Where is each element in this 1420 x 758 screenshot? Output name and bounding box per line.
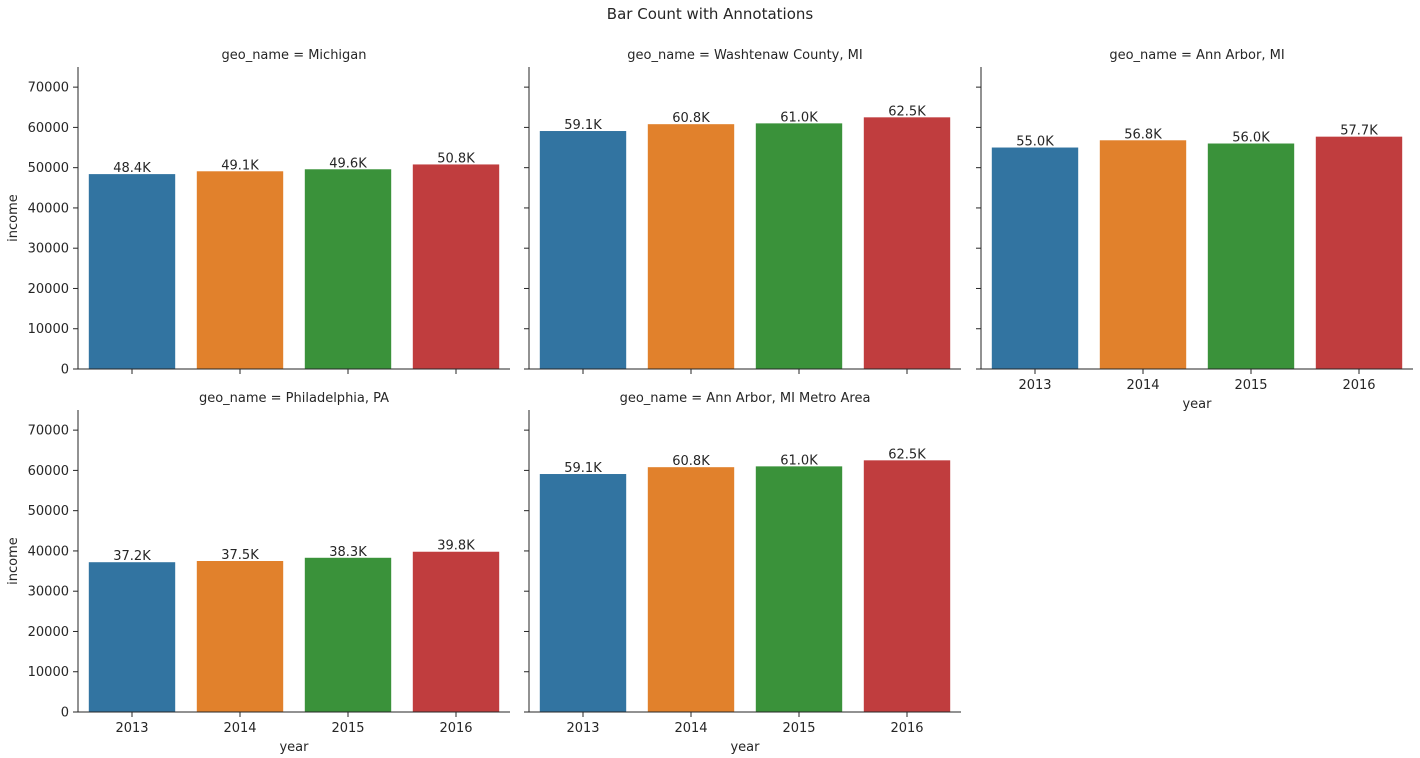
facet-title: geo_name = Ann Arbor, MI Metro Area — [620, 391, 871, 406]
x-tick-label: 2016 — [1342, 378, 1375, 393]
bar-value-label: 48.4K — [113, 161, 151, 176]
bar — [863, 117, 951, 369]
x-axis-label: year — [1182, 397, 1212, 412]
x-tick-label: 2015 — [782, 721, 815, 736]
bar-value-label: 57.7K — [1340, 124, 1378, 139]
bar-value-label: 37.5K — [221, 548, 259, 563]
facet-title: geo_name = Ann Arbor, MI — [1109, 48, 1284, 63]
x-tick-label: 2013 — [1018, 378, 1051, 393]
x-tick-label: 2015 — [331, 721, 364, 736]
bar — [196, 171, 284, 369]
facet-title: geo_name = Michigan — [221, 48, 366, 63]
bar — [755, 466, 843, 712]
x-tick-label: 2014 — [223, 721, 256, 736]
bar — [412, 551, 500, 712]
facet-panel: geo_name = Philadelphia, PA 37.2K 37.5K 38.… — [6, 391, 510, 755]
facet-title: geo_name = Philadelphia, PA — [199, 391, 389, 406]
bar — [412, 164, 500, 369]
figure-title: Bar Count with Annotations — [607, 5, 814, 23]
bar-value-label: 49.6K — [329, 156, 367, 171]
x-tick-label: 2016 — [890, 721, 923, 736]
x-tick-label: 2016 — [439, 721, 472, 736]
bar — [304, 557, 392, 712]
bar — [539, 131, 627, 369]
bar-value-label: 50.8K — [437, 151, 475, 166]
y-tick-label: 0 — [61, 363, 69, 378]
x-axis-label: year — [279, 740, 309, 755]
y-tick-label: 40000 — [28, 201, 69, 216]
bar-value-label: 59.1K — [564, 118, 602, 133]
y-tick-label: 20000 — [28, 625, 69, 640]
facet-panel: geo_name = Ann Arbor, MI Metro Area 59.1K… — [524, 391, 961, 755]
bar — [863, 460, 951, 712]
bar — [88, 174, 176, 369]
y-tick-label: 10000 — [28, 322, 69, 337]
x-tick-label: 2013 — [115, 721, 148, 736]
bar — [991, 147, 1079, 369]
bar — [1207, 143, 1295, 369]
bar-value-label: 61.0K — [780, 110, 818, 125]
y-tick-label: 60000 — [28, 121, 69, 136]
y-tick-label: 20000 — [28, 282, 69, 297]
bar-value-label: 62.5K — [888, 447, 926, 462]
bar — [1315, 136, 1403, 369]
y-tick-label: 10000 — [28, 665, 69, 680]
facet-title: geo_name = Washtenaw County, MI — [627, 48, 862, 63]
y-axis-label: income — [6, 194, 21, 242]
bar-value-label: 56.0K — [1232, 131, 1270, 146]
y-tick-label: 50000 — [28, 161, 69, 176]
y-tick-label: 70000 — [28, 424, 69, 439]
y-tick-label: 30000 — [28, 242, 69, 257]
bar — [196, 561, 284, 712]
x-tick-label: 2013 — [566, 721, 599, 736]
bar-value-label: 61.0K — [780, 453, 818, 468]
facets-layer: geo_name = Michigan 48.4K 49.1K 49.6K 50.8K 0… — [6, 48, 1413, 755]
x-tick-label: 2015 — [1234, 378, 1267, 393]
facet-panel: geo_name = Ann Arbor, MI 55.0K 56.8K 56.0K 5… — [976, 48, 1413, 412]
y-tick-label: 30000 — [28, 585, 69, 600]
bar-value-label: 38.3K — [329, 545, 367, 560]
bar-value-label: 60.8K — [672, 454, 710, 469]
bar-value-label: 49.1K — [221, 158, 259, 173]
x-tick-label: 2014 — [1126, 378, 1159, 393]
bar-value-label: 60.8K — [672, 111, 710, 126]
y-axis-label: income — [6, 537, 21, 585]
bar — [88, 562, 176, 712]
bar-value-label: 59.1K — [564, 461, 602, 476]
y-tick-label: 50000 — [28, 504, 69, 519]
bar — [647, 124, 735, 370]
bar — [304, 169, 392, 369]
y-tick-label: 60000 — [28, 464, 69, 479]
bar-value-label: 55.0K — [1016, 135, 1054, 150]
bar — [1099, 140, 1187, 369]
bar-value-label: 37.2K — [113, 549, 151, 564]
y-tick-label: 0 — [61, 706, 69, 721]
bar-value-label: 62.5K — [888, 104, 926, 119]
x-tick-label: 2014 — [674, 721, 707, 736]
bar-value-label: 39.8K — [437, 539, 475, 554]
bar — [647, 467, 735, 712]
bar — [755, 123, 843, 370]
facet-panel: geo_name = Michigan 48.4K 49.1K 49.6K 50.8K 0… — [6, 48, 510, 378]
bar — [539, 474, 627, 712]
y-tick-label: 70000 — [28, 81, 69, 96]
bar-value-label: 56.8K — [1124, 127, 1162, 142]
x-axis-label: year — [730, 740, 760, 755]
y-tick-label: 40000 — [28, 544, 69, 559]
facet-panel: geo_name = Washtenaw County, MI 59.1K 60.8… — [524, 48, 961, 374]
